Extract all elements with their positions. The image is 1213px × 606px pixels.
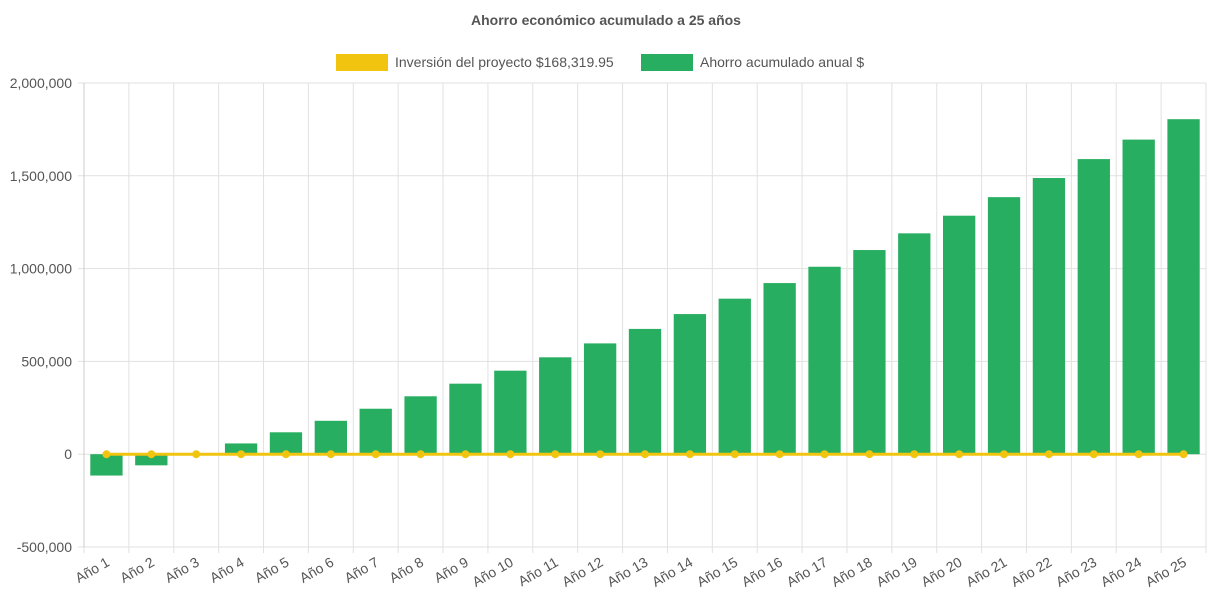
x-tick-label: Año 4 <box>207 554 247 586</box>
x-tick-label: Año 22 <box>1008 554 1055 590</box>
x-tick-label: Año 2 <box>117 554 157 586</box>
x-tick-label: Año 9 <box>431 554 471 586</box>
x-tick-label: Año 3 <box>162 554 202 586</box>
x-tick-label: Año 14 <box>649 554 696 590</box>
bar[interactable] <box>1167 119 1200 455</box>
x-tick-label: Año 25 <box>1143 554 1190 590</box>
x-tick-label: Año 17 <box>784 554 831 590</box>
bars <box>90 119 1200 476</box>
x-tick-label: Año 13 <box>604 554 651 590</box>
chart-title: Ahorro económico acumulado a 25 años <box>471 12 741 28</box>
x-tick-label: Año 5 <box>252 554 292 586</box>
bar[interactable] <box>359 408 392 455</box>
bar[interactable] <box>898 233 931 455</box>
investment-point[interactable] <box>326 450 335 459</box>
investment-point[interactable] <box>596 450 605 459</box>
bar[interactable] <box>1122 139 1155 455</box>
investment-point[interactable] <box>1179 450 1188 459</box>
bar[interactable] <box>583 343 617 455</box>
bar[interactable] <box>314 420 347 455</box>
y-tick-label: 0 <box>64 446 72 462</box>
investment-point[interactable] <box>910 450 919 459</box>
investment-point[interactable] <box>506 450 515 459</box>
grid <box>78 82 1207 553</box>
x-tick-label: Año 24 <box>1098 554 1145 590</box>
bar[interactable] <box>224 443 258 455</box>
investment-point[interactable] <box>461 450 470 459</box>
bar[interactable] <box>269 432 303 455</box>
y-tick-label: -500,000 <box>17 539 72 555</box>
bar[interactable] <box>1032 178 1066 455</box>
bar[interactable] <box>449 383 482 455</box>
x-tick-label: Año 15 <box>694 554 741 590</box>
bar[interactable] <box>539 357 572 455</box>
x-tick-label: Año 20 <box>918 554 965 590</box>
legend-label-savings[interactable]: Ahorro acumulado anual $ <box>700 54 864 70</box>
investment-point[interactable] <box>730 450 739 459</box>
x-tick-label: Año 12 <box>559 554 606 590</box>
bar[interactable] <box>90 454 123 476</box>
x-tick-label: Año 1 <box>72 554 112 586</box>
x-tick-label: Año 16 <box>739 554 786 590</box>
x-tick-label: Año 21 <box>963 554 1010 590</box>
legend-swatch-investment[interactable] <box>336 54 388 71</box>
x-tick-label: Año 10 <box>469 554 516 590</box>
y-tick-label: 500,000 <box>21 353 72 369</box>
x-axis-ticks: Año 1 Año 2 Año 3 Año 4 Año 5 Año 6 Año 7 Año 8… <box>72 554 1189 590</box>
investment-point[interactable] <box>416 450 425 459</box>
x-tick-label: Año 18 <box>828 554 875 590</box>
bar[interactable] <box>404 396 437 455</box>
investment-point[interactable] <box>955 450 964 459</box>
x-tick-label: Año 23 <box>1053 554 1100 590</box>
investment-point[interactable] <box>192 450 201 459</box>
x-tick-label: Año 19 <box>873 554 920 590</box>
bar[interactable] <box>628 328 662 455</box>
x-tick-label: Año 11 <box>515 554 561 590</box>
bar[interactable] <box>1077 159 1110 455</box>
y-tick-label: 2,000,000 <box>10 75 72 91</box>
bar[interactable] <box>763 283 796 455</box>
y-tick-label: 1,500,000 <box>10 168 72 184</box>
bar[interactable] <box>135 454 168 466</box>
bar[interactable] <box>673 314 707 455</box>
bar[interactable] <box>943 215 976 455</box>
bar[interactable] <box>718 298 751 455</box>
investment-line <box>102 450 1188 459</box>
x-tick-label: Año 6 <box>297 554 337 586</box>
legend: Inversión del proyecto $168,319.95 Ahorr… <box>336 54 864 71</box>
investment-point[interactable] <box>685 450 694 459</box>
investment-point[interactable] <box>551 450 560 459</box>
investment-point[interactable] <box>237 450 246 459</box>
legend-label-investment[interactable]: Inversión del proyecto $168,319.95 <box>395 54 614 70</box>
investment-point[interactable] <box>865 450 874 459</box>
investment-point[interactable] <box>1134 450 1143 459</box>
investment-point[interactable] <box>775 450 784 459</box>
investment-point[interactable] <box>820 450 829 459</box>
bar[interactable] <box>494 370 527 455</box>
investment-point[interactable] <box>281 450 290 459</box>
bar[interactable] <box>808 266 841 455</box>
investment-point[interactable] <box>371 450 380 459</box>
legend-swatch-savings[interactable] <box>641 54 693 71</box>
y-axis-ticks: 2,000,000 1,500,000 1,000,000 500,000 0 -500,… <box>10 75 73 555</box>
investment-point[interactable] <box>641 450 649 459</box>
investment-point[interactable] <box>147 450 156 459</box>
y-tick-label: 1,000,000 <box>10 261 72 277</box>
bar[interactable] <box>987 197 1021 455</box>
x-tick-label: Año 7 <box>342 554 382 586</box>
investment-point[interactable] <box>1000 450 1009 459</box>
investment-point[interactable] <box>1089 450 1098 459</box>
x-tick-label: Año 8 <box>386 554 426 586</box>
investment-point[interactable] <box>1044 450 1053 459</box>
bar[interactable] <box>853 250 886 455</box>
investment-point[interactable] <box>102 450 111 459</box>
